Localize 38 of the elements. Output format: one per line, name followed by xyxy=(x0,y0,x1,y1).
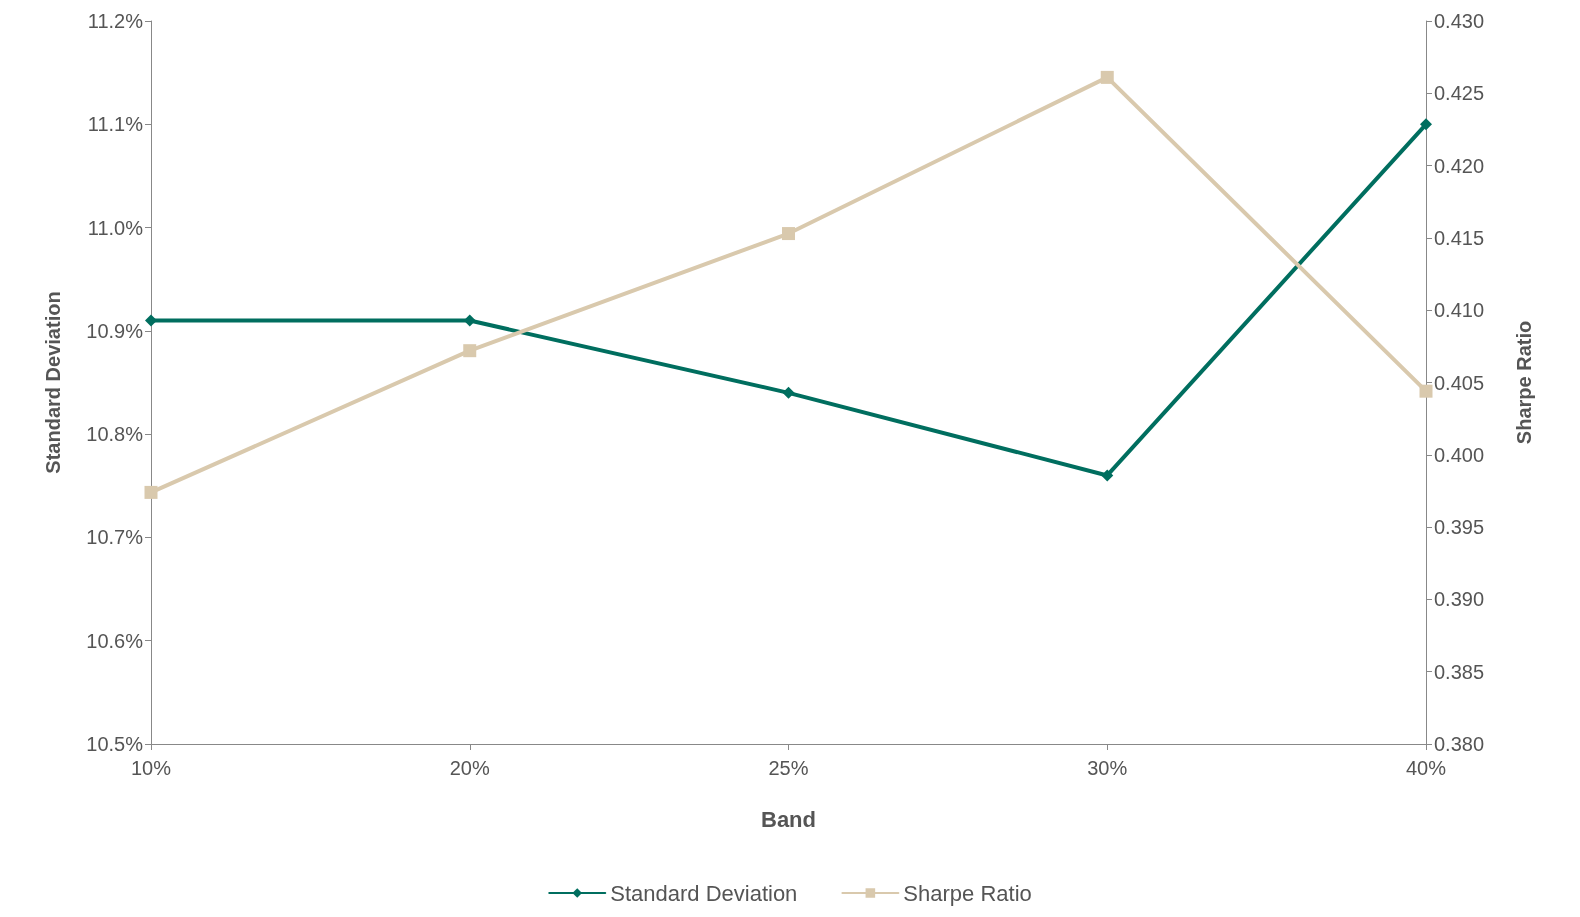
point xyxy=(463,344,477,358)
x-tick-label: 10% xyxy=(130,757,172,779)
y2-tick-label: 0.395 xyxy=(1434,516,1485,539)
y2-tick-label: 0.380 xyxy=(1434,733,1485,755)
y2-tick-label: 0.400 xyxy=(1434,443,1485,466)
point xyxy=(1419,384,1433,398)
x-tick-label: 30% xyxy=(1087,757,1128,779)
y2-tick-label: 0.420 xyxy=(1434,154,1485,177)
x-tick-label: 20% xyxy=(449,757,490,779)
y-tick-label: 10.5% xyxy=(86,733,144,755)
y2-tick-label: 0.415 xyxy=(1434,226,1485,249)
y2-tick-label: 0.430 xyxy=(1434,10,1485,32)
legend-label: Standard Deviation xyxy=(610,880,798,906)
x-tick-label: 25% xyxy=(768,757,809,779)
x-tick-label: 40% xyxy=(1405,757,1447,779)
x-axis-title: Band xyxy=(761,806,816,832)
y2-axis-title: Sharpe Ratio xyxy=(1513,320,1535,445)
point xyxy=(1100,70,1114,84)
y2-tick-label: 0.390 xyxy=(1434,588,1485,611)
y2-tick-label: 0.425 xyxy=(1434,82,1485,105)
legend-label: Sharpe Ratio xyxy=(903,880,1032,906)
y-tick-label: 11.0% xyxy=(87,216,144,239)
point xyxy=(1101,469,1114,482)
y2-tick-label: 0.410 xyxy=(1434,299,1485,322)
y-tick-label: 10.9% xyxy=(86,319,144,342)
y-tick-label: 11.2% xyxy=(87,10,144,32)
y-tick-label: 10.7% xyxy=(86,526,144,549)
y-tick-label: 11.1% xyxy=(87,113,144,136)
point xyxy=(1420,118,1432,131)
y2-tick-label: 0.385 xyxy=(1434,660,1485,683)
y-axis-title: Standard Deviation xyxy=(42,291,64,474)
point xyxy=(145,314,157,327)
y2-tick-label: 0.405 xyxy=(1434,371,1485,394)
y-tick-label: 10.6% xyxy=(86,629,144,652)
point xyxy=(782,227,795,241)
y-tick-label: 10.8% xyxy=(86,423,144,446)
point xyxy=(144,485,158,499)
point xyxy=(782,386,795,399)
